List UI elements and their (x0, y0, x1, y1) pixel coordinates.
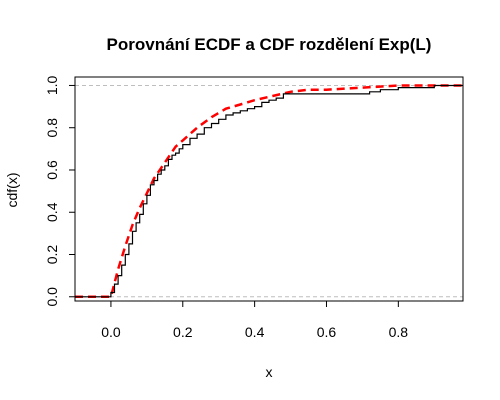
y-axis-label: cdf(x) (4, 173, 20, 208)
y-tick-label: 0.0 (44, 287, 60, 307)
y-tick-label: 0.2 (44, 245, 60, 265)
x-tick-label: 0.0 (101, 324, 121, 340)
y-tick-label: 0.8 (44, 118, 60, 138)
y-tick-label: 1.0 (44, 76, 60, 96)
ecdf-series (75, 84, 463, 298)
y-tick-label: 0.4 (44, 202, 60, 222)
y-tick-label: 0.6 (44, 160, 60, 180)
cdf-line (75, 84, 463, 299)
cdf-series (75, 84, 463, 299)
x-tick-label: 0.6 (317, 324, 337, 340)
x-tick-label: 0.2 (173, 324, 193, 340)
x-tick-label: 0.8 (389, 324, 409, 340)
y-axis: 0.0 0.2 0.4 0.6 0.8 1.0 (44, 76, 75, 307)
chart-title: Porovnání ECDF a CDF rozdělení Exp(L) (107, 35, 432, 54)
x-axis-label: x (266, 364, 273, 380)
reference-lines (75, 84, 463, 298)
plot-frame (74, 76, 464, 302)
ecdf-line (75, 84, 463, 298)
x-axis: 0.0 0.2 0.4 0.6 0.8 (101, 301, 408, 340)
x-tick-label: 0.4 (245, 324, 265, 340)
